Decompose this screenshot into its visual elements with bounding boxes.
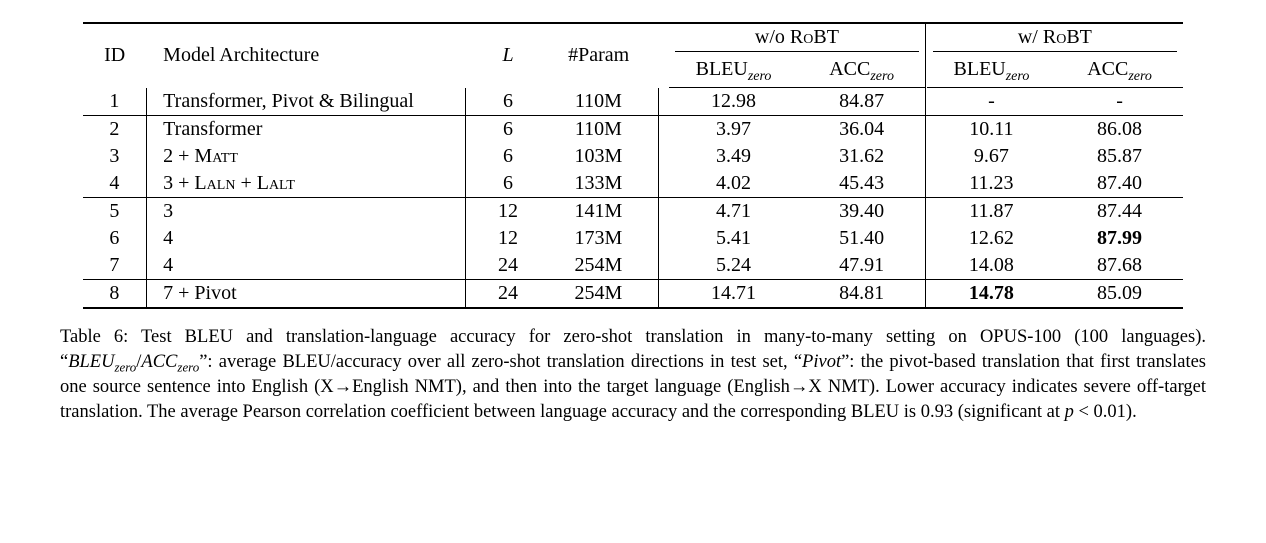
table-cell: 14.08 xyxy=(927,252,1056,280)
table-cell: 87.68 xyxy=(1056,252,1183,280)
col-id: ID xyxy=(83,23,146,88)
table-cell: 84.81 xyxy=(798,280,925,309)
table-cell: 141M xyxy=(539,198,658,226)
table-header-row-1: ID Model Architecture L #Param w/o RoBT … xyxy=(83,23,1183,51)
table-cell: 4 xyxy=(157,225,466,252)
table-cell: 12 xyxy=(477,225,540,252)
table-cell: 85.87 xyxy=(1056,143,1183,170)
table-cell: 12.62 xyxy=(927,225,1056,252)
table-cell: 85.09 xyxy=(1056,280,1183,309)
table-cell: 254M xyxy=(539,280,658,309)
table-cell: 3 xyxy=(83,143,146,170)
col-group-w-robt: w/ RoBT xyxy=(927,23,1183,51)
col-group-wo-robt: w/o RoBT xyxy=(669,23,926,51)
table-cell: 1 xyxy=(83,88,146,116)
table-cell: 11.23 xyxy=(927,170,1056,198)
table-cell: 110M xyxy=(539,88,658,116)
table-cell: 11.87 xyxy=(927,198,1056,226)
group1-label: w/o RoBT xyxy=(755,26,839,48)
group2-label: w/ RoBT xyxy=(1018,26,1092,48)
col-wo-acc: ACCzero xyxy=(798,56,925,88)
table-cell: 45.43 xyxy=(798,170,925,198)
table-cell: 39.40 xyxy=(798,198,925,226)
table-cell: 2 xyxy=(83,116,146,144)
table-cell: 110M xyxy=(539,116,658,144)
col-model: Model Architecture xyxy=(157,23,466,88)
col-w-acc: ACCzero xyxy=(1056,56,1183,88)
table-cell: 6 xyxy=(83,225,146,252)
table-cell: 4.02 xyxy=(669,170,798,198)
table-cell: 254M xyxy=(539,252,658,280)
table-cell: 4 xyxy=(157,252,466,280)
col-L: L xyxy=(477,23,540,88)
table-cell: 7 + Pivot xyxy=(157,280,466,309)
table-cell: 6 xyxy=(477,116,540,144)
table-cell: - xyxy=(1056,88,1183,116)
table-cell: 103M xyxy=(539,143,658,170)
table-row: 1 Transformer, Pivot & Bilingual 6110M 12.9… xyxy=(83,88,1183,116)
table-cell: 87.44 xyxy=(1056,198,1183,226)
table-cell: 14.78 xyxy=(927,280,1056,309)
col-param: #Param xyxy=(539,23,658,88)
table-cell: 24 xyxy=(477,252,540,280)
table-cell: 12 xyxy=(477,198,540,226)
table-cell: 6 xyxy=(477,88,540,116)
table-row: 53 12141M 4.7139.4011.8787.44 xyxy=(83,198,1183,226)
table-cell: - xyxy=(927,88,1056,116)
table-cell: 4.71 xyxy=(669,198,798,226)
table-cell: 3 xyxy=(157,198,466,226)
table-cell: 173M xyxy=(539,225,658,252)
table-cell: 5.41 xyxy=(669,225,798,252)
table-cell: 9.67 xyxy=(927,143,1056,170)
col-w-bleu: BLEUzero xyxy=(927,56,1056,88)
table-cell: 47.91 xyxy=(798,252,925,280)
table-cell: 6 xyxy=(477,143,540,170)
table-cell: 3.97 xyxy=(669,116,798,144)
table-cell: 4 xyxy=(83,170,146,198)
caption-text: Test BLEU and translation-language accur… xyxy=(60,327,1206,422)
table-row: 64 12173M 5.4151.4012.6287.99 xyxy=(83,225,1183,252)
col-wo-bleu: BLEUzero xyxy=(669,56,798,88)
table-cell: 3.49 xyxy=(669,143,798,170)
table-cell: 31.62 xyxy=(798,143,925,170)
table-row: 8 7 + Pivot 24254M 14.7184.8114.7885.09 xyxy=(83,280,1183,309)
table-cell: 51.40 xyxy=(798,225,925,252)
table-cell: 5.24 xyxy=(669,252,798,280)
table-cell: 36.04 xyxy=(798,116,925,144)
table-cell: Transformer xyxy=(157,116,466,144)
table-caption: Table 6: Test BLEU and translation-langu… xyxy=(60,325,1206,424)
table-cell: 87.99 xyxy=(1056,225,1183,252)
results-table: ID Model Architecture L #Param w/o RoBT … xyxy=(83,22,1183,309)
table-cell: 12.98 xyxy=(669,88,798,116)
table-body: 1Transformer, Pivot & Bilingual6110M12.9… xyxy=(83,88,1183,309)
table-cell: 10.11 xyxy=(927,116,1056,144)
caption-label: Table 6: xyxy=(60,327,128,347)
table-cell: 133M xyxy=(539,170,658,198)
table-cell: 6 xyxy=(477,170,540,198)
table-cell: 24 xyxy=(477,280,540,309)
table-row: 4 3 + Laln + Lalt 6133M 4.0245.4311.2387.40 xyxy=(83,170,1183,198)
table-cell: 84.87 xyxy=(798,88,925,116)
table-row: 2 Transformer 6110M 3.9736.0410.1186.08 xyxy=(83,116,1183,144)
table-cell: 7 xyxy=(83,252,146,280)
table-cell: 14.71 xyxy=(669,280,798,309)
table-cell: 8 xyxy=(83,280,146,309)
table-cell: Transformer, Pivot & Bilingual xyxy=(157,88,466,116)
table-cell: 87.40 xyxy=(1056,170,1183,198)
table-cell: 3 + Laln + Lalt xyxy=(157,170,466,198)
table-cell: 2 + Matt xyxy=(157,143,466,170)
table-cell: 5 xyxy=(83,198,146,226)
table-row: 74 24254M 5.2447.9114.0887.68 xyxy=(83,252,1183,280)
table-row: 3 2 + Matt 6103M 3.4931.629.6785.87 xyxy=(83,143,1183,170)
table-cell: 86.08 xyxy=(1056,116,1183,144)
